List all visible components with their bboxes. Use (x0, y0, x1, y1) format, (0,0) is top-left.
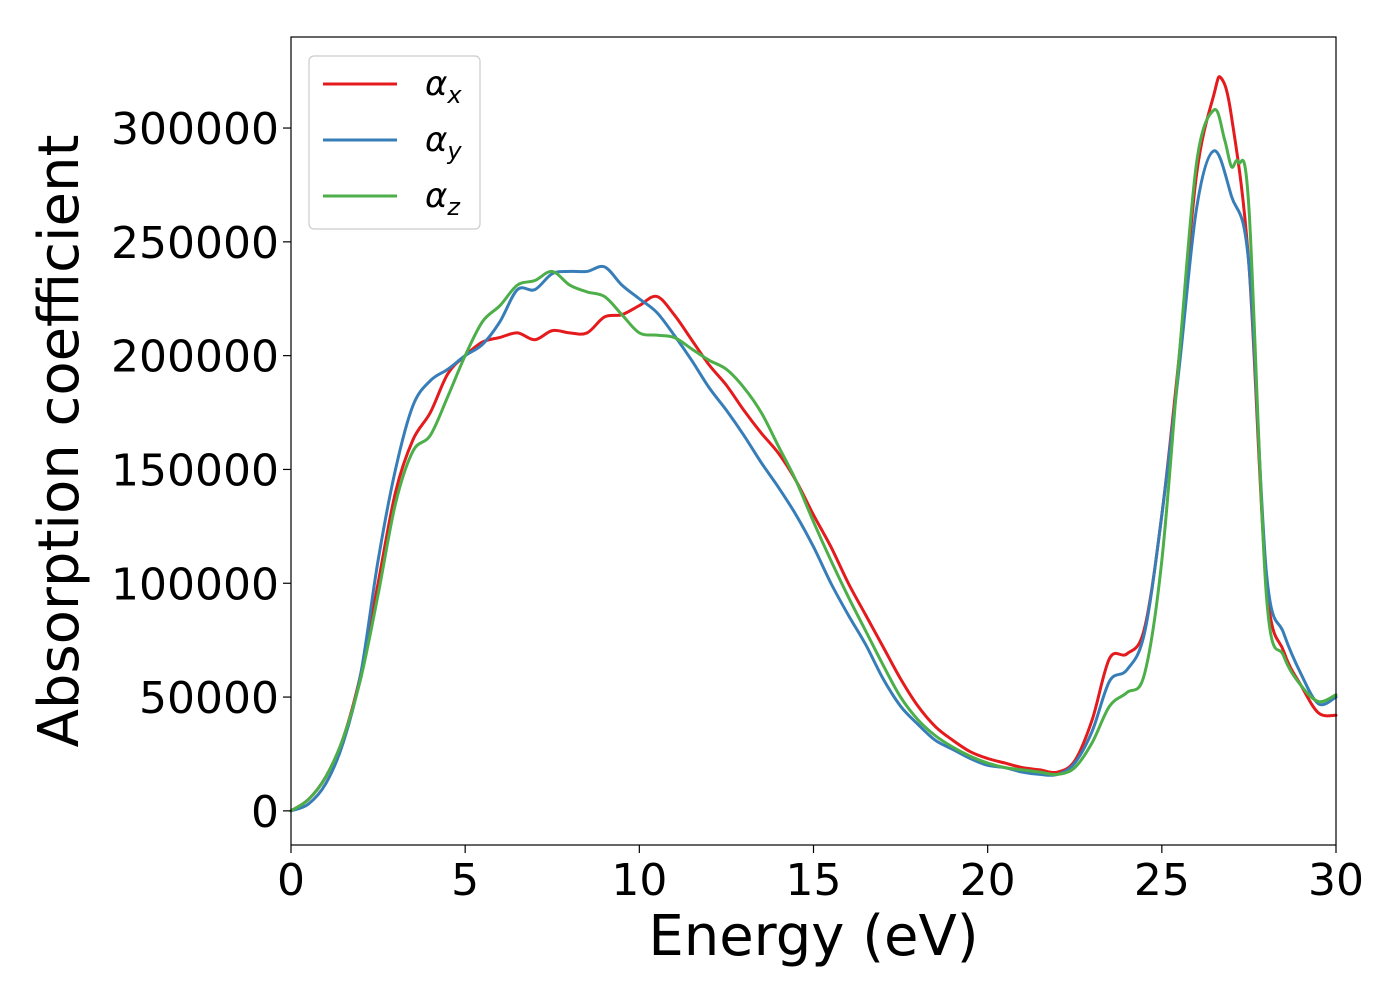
x-axis-title: Energy (eV) (648, 904, 978, 969)
x-tick-label: 0 (277, 855, 305, 906)
y-tick-label: 200000 (111, 332, 279, 383)
legend-box (308, 55, 481, 230)
axis-ticks: 0 5 10 15 20 25 30 0 50000 100000 150000 200000 2500… (111, 104, 1364, 906)
x-tick-label: 5 (451, 855, 479, 906)
y-axis-title: Absorption coefficient (27, 135, 92, 748)
y-tick-label: 50000 (139, 673, 279, 724)
x-tick-label: 20 (960, 855, 1016, 906)
series-line-z (289, 108, 1338, 813)
x-tick-label: 30 (1308, 855, 1364, 906)
y-tick-label: 250000 (111, 218, 279, 269)
series-lines (289, 75, 1338, 813)
y-tick-label: 100000 (111, 559, 279, 610)
y-tick-label: 300000 (111, 104, 279, 155)
x-tick-label: 25 (1134, 855, 1190, 906)
x-tick-label: 15 (786, 855, 842, 906)
x-tick-label: 10 (611, 855, 667, 906)
y-tick-label: 150000 (111, 445, 279, 496)
y-tick-label: 0 (251, 787, 279, 838)
